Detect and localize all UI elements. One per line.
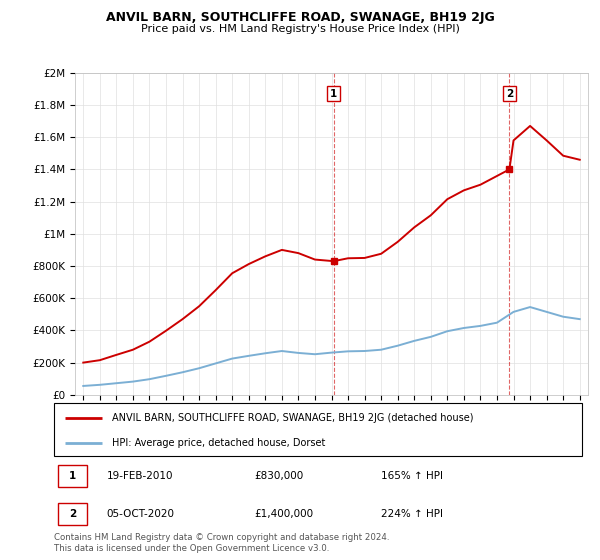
Text: Contains HM Land Registry data © Crown copyright and database right 2024.
This d: Contains HM Land Registry data © Crown c… [54,533,389,553]
Text: 1: 1 [330,88,337,99]
Text: 224% ↑ HPI: 224% ↑ HPI [382,509,443,519]
Text: £1,400,000: £1,400,000 [254,509,314,519]
Text: 2: 2 [506,88,513,99]
Text: ANVIL BARN, SOUTHCLIFFE ROAD, SWANAGE, BH19 2JG (detached house): ANVIL BARN, SOUTHCLIFFE ROAD, SWANAGE, B… [112,413,473,423]
FancyBboxPatch shape [58,465,87,487]
Text: Price paid vs. HM Land Registry's House Price Index (HPI): Price paid vs. HM Land Registry's House … [140,24,460,34]
Text: 19-FEB-2010: 19-FEB-2010 [107,471,173,481]
Text: 2: 2 [69,509,76,519]
Text: £830,000: £830,000 [254,471,304,481]
Text: HPI: Average price, detached house, Dorset: HPI: Average price, detached house, Dors… [112,438,325,448]
FancyBboxPatch shape [58,503,87,525]
Text: 165% ↑ HPI: 165% ↑ HPI [382,471,443,481]
Text: ANVIL BARN, SOUTHCLIFFE ROAD, SWANAGE, BH19 2JG: ANVIL BARN, SOUTHCLIFFE ROAD, SWANAGE, B… [106,11,494,24]
FancyBboxPatch shape [54,403,582,456]
Text: 05-OCT-2020: 05-OCT-2020 [107,509,175,519]
Text: 1: 1 [69,471,76,481]
